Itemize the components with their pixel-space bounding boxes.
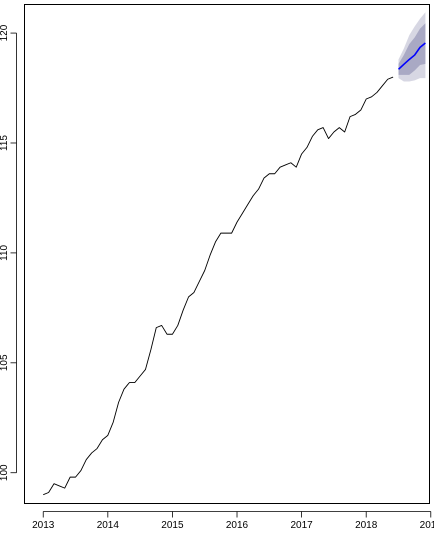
x-tick-label: 2019 xyxy=(420,520,434,531)
x-tick-label: 2016 xyxy=(226,520,249,531)
x-axis: 2013 2014 2015 2016 2017 2018 2019 xyxy=(32,511,434,531)
x-tick-label: 2013 xyxy=(32,520,55,531)
y-tick-label: 110 xyxy=(0,244,10,260)
y-tick-label: 115 xyxy=(0,135,10,151)
x-tick-label: 2018 xyxy=(355,520,378,531)
x-tick-label: 2014 xyxy=(97,520,120,531)
forecast-band-80 xyxy=(398,23,426,75)
history-line xyxy=(43,76,394,496)
forecast-line xyxy=(397,42,426,70)
y-tick-label: 105 xyxy=(0,354,10,371)
y-axis: 100 105 110 115 120 xyxy=(0,24,17,481)
y-tick-label: 120 xyxy=(0,24,10,41)
x-tick-label: 2017 xyxy=(290,520,313,531)
series-lines xyxy=(43,42,426,496)
y-tick-label: 100 xyxy=(0,464,10,481)
x-tick-label: 2015 xyxy=(161,520,184,531)
plot-frame xyxy=(24,4,430,504)
